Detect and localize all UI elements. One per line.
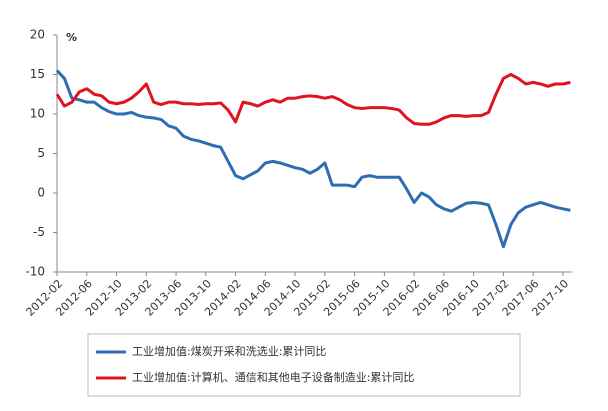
series-line (55, 73, 571, 126)
y-tick-label: 0 (37, 186, 45, 200)
y-tick-label: -5 (33, 225, 45, 239)
y-tick-label: 15 (30, 67, 45, 81)
y-tick-label: -10 (25, 265, 45, 279)
y-tick-label: 10 (30, 107, 45, 121)
legend-label: 工业增加值:计算机、通信和其他电子设备制造业:累计同比 (132, 370, 414, 384)
y-tick-label: 20 (30, 28, 45, 42)
series-line (55, 69, 571, 249)
legend-label: 工业增加值:煤炭开采和洗选业:累计同比 (132, 344, 326, 358)
unit-label: % (66, 31, 77, 44)
y-tick-label: 5 (37, 146, 45, 160)
legend-box (87, 333, 521, 397)
